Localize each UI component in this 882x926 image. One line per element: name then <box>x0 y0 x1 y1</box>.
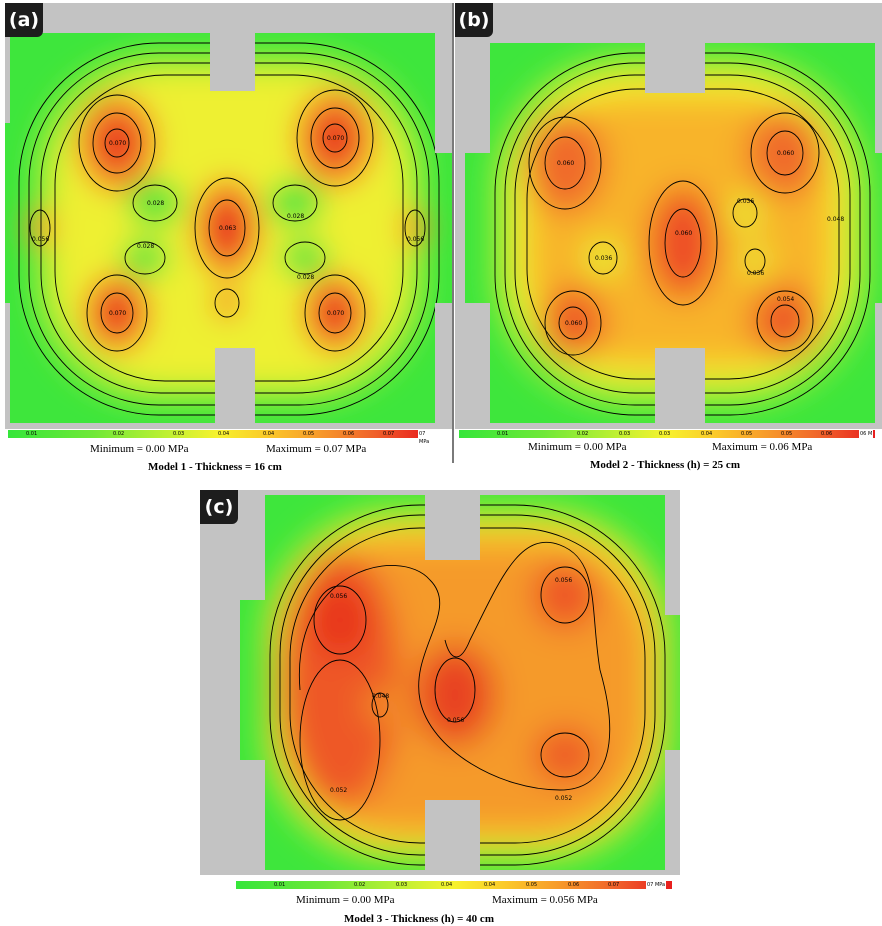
legend-tick: 0.06 <box>568 882 580 888</box>
hotspot-label: 0.036 <box>747 270 764 277</box>
hotspot-label: 0.056 <box>407 236 424 243</box>
legend-tick: 0.04 <box>441 882 453 888</box>
hotspot-label: 0.054 <box>777 296 794 303</box>
contour-panel-a: 0.070 0.070 0.063 0.070 0.070 0.056 0.05… <box>5 3 452 429</box>
maximum-label-c: Maximum = 0.056 MPa <box>492 894 598 906</box>
hotspot-label: 0.070 <box>327 310 344 317</box>
legend-tick: 0.05 <box>303 431 315 437</box>
color-legend-b: 0.01 0.02 0.03 0.03 0.04 0.05 0.05 0.06 … <box>459 430 875 438</box>
panel-tag-b: (b) <box>455 3 493 37</box>
legend-tick: 0.02 <box>577 431 589 437</box>
legend-tick: 0.07 <box>383 431 395 437</box>
legend-tick: 0.06 <box>821 431 833 437</box>
maximum-label-a: Maximum = 0.07 MPa <box>266 443 367 455</box>
contour-map-a: 0.070 0.070 0.063 0.070 0.070 0.056 0.05… <box>5 33 452 423</box>
minimum-label-b: Minimum = 0.00 MPa <box>528 441 627 453</box>
hotspot-label: 0.048 <box>827 216 844 223</box>
contour-panel-b: 0.060 0.060 0.060 0.060 0.054 0.036 0.03… <box>455 3 882 429</box>
legend-tick: 0.04 <box>701 431 713 437</box>
panel-tag-c: (c) <box>200 490 238 524</box>
legend-tick: 0.06 <box>343 431 355 437</box>
legend-tick: 0.04 <box>263 431 275 437</box>
contour-panel-c: 0.056 0.056 0.056 0.052 0.052 0.048 (c) <box>200 490 680 875</box>
hotspot-label: 0.056 <box>330 593 347 600</box>
hotspot-label: 0.063 <box>219 225 236 232</box>
maximum-label-b: Maximum = 0.06 MPa <box>712 441 813 453</box>
legend-tick: 0.03 <box>659 431 671 437</box>
hotspot-label: 0.028 <box>287 213 304 220</box>
hotspot-label: 0.070 <box>109 140 126 147</box>
hotspot-label: 0.056 <box>447 717 464 724</box>
legend-tick: 0.05 <box>741 431 753 437</box>
color-legend-c: 0.01 0.02 0.03 0.04 0.04 0.05 0.06 0.07 … <box>236 881 672 889</box>
hotspot-label: 0.060 <box>565 320 582 327</box>
minimum-label-a: Minimum = 0.00 MPa <box>90 443 189 455</box>
hotspot-label: 0.028 <box>147 200 164 207</box>
legend-tick: 0.05 <box>526 882 538 888</box>
contour-map-c: 0.056 0.056 0.056 0.052 0.052 0.048 <box>240 495 680 870</box>
legend-tick: 0.04 <box>484 882 496 888</box>
legend-tick: 0.01 <box>26 431 38 437</box>
color-legend-a: 0.01 0.02 0.03 0.04 0.04 0.05 0.06 0.07 … <box>8 430 431 446</box>
hotspot-label: 0.060 <box>675 230 692 237</box>
hotspot-label: 0.028 <box>297 274 314 281</box>
legend-tick: 0.03 <box>396 882 408 888</box>
hotspot-label: 0.036 <box>595 255 612 262</box>
hotspot-label: 0.070 <box>327 135 344 142</box>
hotspot-label: 0.048 <box>372 693 389 700</box>
hotspot-label: 0.056 <box>555 577 572 584</box>
model-title-c: Model 3 - Thickness (h) = 40 cm <box>344 913 494 925</box>
panel-tag-a: (a) <box>5 3 43 37</box>
legend-tick: 0.05 <box>781 431 793 437</box>
hotspot-label: 0.060 <box>777 150 794 157</box>
legend-tick: 0.03 <box>173 431 185 437</box>
legend-tick: 0.03 <box>619 431 631 437</box>
legend-tick: 0.02 <box>354 882 366 888</box>
hotspot-label: 0.070 <box>109 310 126 317</box>
hotspot-label: 0.060 <box>557 160 574 167</box>
hotspot-label: 0.028 <box>137 243 154 250</box>
contour-map-b: 0.060 0.060 0.060 0.060 0.054 0.036 0.03… <box>465 43 882 423</box>
hotspot-label: 0.052 <box>555 795 572 802</box>
legend-unit: 07 MPa <box>418 430 431 446</box>
legend-unit: 07 MPa <box>646 881 667 889</box>
legend-tick: 0.07 <box>608 882 620 888</box>
model-title-a: Model 1 - Thickness = 16 cm <box>148 461 282 473</box>
model-title-b: Model 2 - Thickness (h) = 25 cm <box>590 459 740 471</box>
hotspot-label: 0.056 <box>32 236 49 243</box>
legend-tick: 0.01 <box>497 431 509 437</box>
legend-tick: 0.02 <box>113 431 125 437</box>
legend-tick: 0.04 <box>218 431 230 437</box>
hotspot-label: 0.036 <box>737 198 754 205</box>
legend-tick: 0.01 <box>274 882 286 888</box>
minimum-label-c: Minimum = 0.00 MPa <box>296 894 395 906</box>
panel-divider <box>452 3 454 463</box>
legend-unit: 06 M <box>859 430 874 438</box>
hotspot-label: 0.052 <box>330 787 347 794</box>
